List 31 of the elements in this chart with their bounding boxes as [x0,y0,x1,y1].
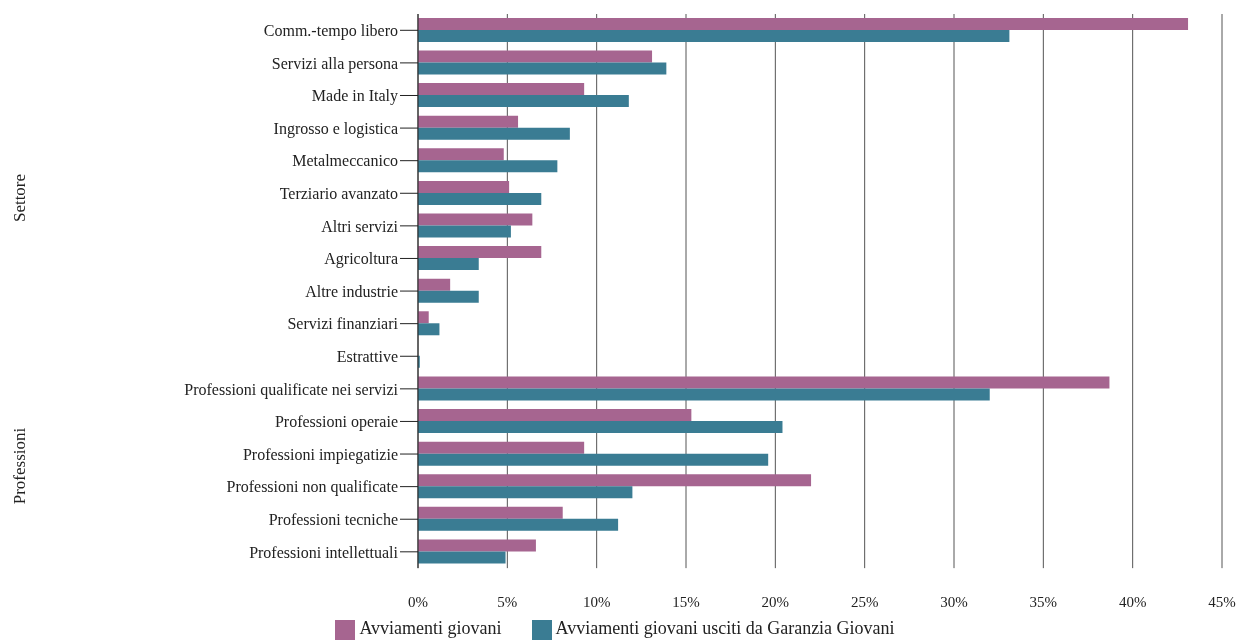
x-tick-label: 25% [850,593,879,610]
legend-label: Avviamenti giovani [359,618,502,639]
y-tick-label: Estrattive [336,347,398,365]
y-tick-label: Metalmeccanico [292,152,398,170]
x-tick-label: 5% [497,593,518,610]
y-tick-label: Servizi finanziari [287,315,399,333]
x-tick-label: 10% [582,593,611,610]
text: Settore [10,173,30,223]
y-tick-label: Professioni intellettuali [249,543,399,561]
text: Professioni [10,427,30,505]
y-tick-label: Professioni operaie [274,413,398,432]
y-tick-label: Professioni non qualificate [226,478,398,497]
x-tick-label: 40% [1118,593,1147,610]
x-tick-label: 20% [761,593,790,610]
y-tick-label: Servizi alla persona [271,54,398,73]
y-tick-label: Altre industrie [305,282,398,300]
y-tick-label: Professioni qualificate nei servizi [184,380,399,399]
x-tick-label: 45% [1208,593,1236,610]
y-tick-label: Made in Italy [311,87,398,106]
y-tick-label: Altri servizi [321,217,399,235]
y-tick-label: Comm.-tempo libero [263,21,398,40]
legend-label: Avviamenti giovani usciti da Garanzia Giovani [555,618,895,639]
x-tick-label: 0% [408,593,428,610]
y-tick-label: Professioni tecniche [268,510,398,528]
x-tick-label: 35% [1029,593,1058,610]
y-tick-label: Ingrosso e logistica [273,119,398,138]
y-tick-label: Agricoltura [324,250,398,269]
y-tick-label: Terziario avanzato [279,184,398,202]
x-tick-label: 30% [940,593,968,610]
y-tick-label: Professioni impiegatizie [242,445,398,464]
x-tick-label: 15% [672,593,700,610]
